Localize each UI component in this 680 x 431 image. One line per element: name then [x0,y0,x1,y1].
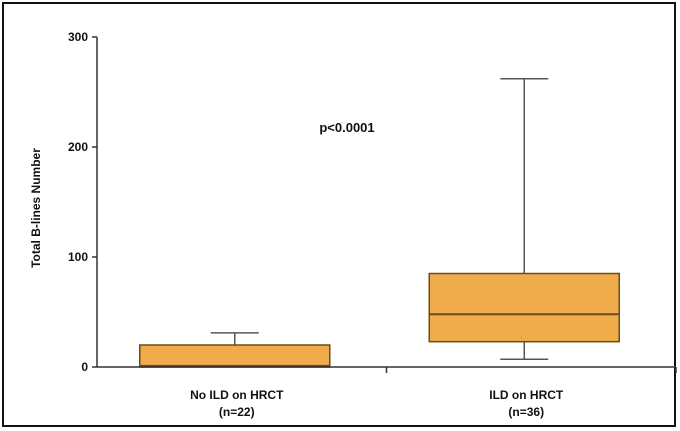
x-category-sublabel: (n=36) [508,405,544,419]
box-iqr [139,344,331,368]
y-axis-title: Total B-lines Number [29,148,43,268]
y-tick-label: 300 [68,30,88,44]
chart-frame: 0 100 200 300 No ILD on HRCT (n=22) ILD on HRC… [2,2,677,427]
y-tick-label: 200 [68,140,88,154]
p-value-annotation: p<0.0001 [319,120,374,135]
y-tick-label: 100 [68,250,88,264]
x-category-sublabel: (n=22) [219,405,255,419]
x-category-label: ILD on HRCT [489,388,564,402]
box-iqr [428,272,620,343]
box-plot: 0 100 200 300 No ILD on HRCT (n=22) ILD on HRC… [29,30,677,419]
x-category-label: No ILD on HRCT [190,388,284,402]
y-tick-label: 0 [81,360,88,374]
